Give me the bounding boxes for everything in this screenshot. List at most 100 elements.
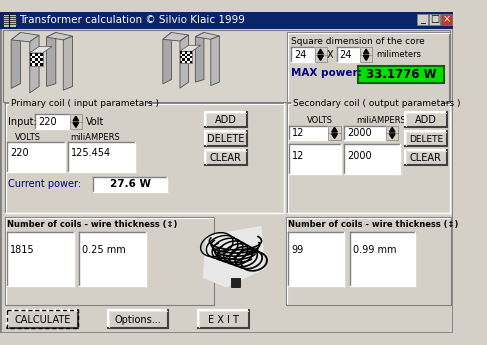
- Bar: [291, 47, 315, 62]
- Text: 24: 24: [339, 50, 352, 60]
- Polygon shape: [11, 32, 20, 88]
- Bar: [32, 61, 35, 63]
- Polygon shape: [47, 32, 56, 87]
- Polygon shape: [180, 35, 188, 88]
- Text: Current power:: Current power:: [8, 179, 81, 189]
- Polygon shape: [332, 127, 337, 132]
- Text: Number of coils - wire thickness (↕): Number of coils - wire thickness (↕): [288, 220, 459, 229]
- Bar: [180, 51, 182, 54]
- Polygon shape: [332, 134, 337, 139]
- Bar: [328, 126, 340, 140]
- Bar: [68, 142, 135, 172]
- Polygon shape: [30, 47, 52, 53]
- Bar: [337, 47, 360, 62]
- Polygon shape: [180, 45, 201, 51]
- Bar: [205, 112, 246, 127]
- Polygon shape: [180, 51, 192, 63]
- Bar: [40, 58, 43, 61]
- Polygon shape: [73, 116, 78, 121]
- Bar: [198, 310, 249, 328]
- Polygon shape: [195, 32, 219, 39]
- Text: E X I T: E X I T: [208, 315, 239, 325]
- Text: 125.454: 125.454: [71, 148, 111, 158]
- Text: 0.99 mm: 0.99 mm: [353, 245, 396, 255]
- Bar: [231, 278, 240, 287]
- Bar: [7, 231, 75, 286]
- Text: CALCULATE: CALCULATE: [15, 315, 71, 325]
- Bar: [187, 54, 189, 56]
- Bar: [350, 231, 415, 286]
- Bar: [32, 56, 35, 58]
- Bar: [185, 56, 187, 59]
- Bar: [70, 114, 82, 129]
- Polygon shape: [47, 32, 73, 40]
- Bar: [289, 144, 340, 174]
- Bar: [344, 144, 400, 174]
- Polygon shape: [73, 123, 78, 127]
- Polygon shape: [318, 56, 323, 60]
- Text: VOLTS: VOLTS: [307, 116, 333, 125]
- Text: CLEAR: CLEAR: [410, 152, 442, 162]
- Bar: [180, 56, 182, 59]
- Bar: [3, 30, 450, 102]
- Text: 12: 12: [292, 128, 304, 138]
- Text: miliAMPERS: miliAMPERS: [356, 116, 406, 125]
- Bar: [286, 32, 450, 102]
- Bar: [189, 51, 192, 54]
- Text: Primary coil ( input parametars ): Primary coil ( input parametars ): [11, 99, 159, 108]
- Polygon shape: [363, 49, 369, 54]
- Bar: [405, 112, 447, 127]
- Bar: [93, 177, 168, 191]
- Bar: [0, 12, 453, 29]
- Polygon shape: [30, 53, 43, 66]
- Bar: [315, 47, 327, 62]
- Bar: [291, 99, 442, 108]
- Bar: [185, 51, 187, 54]
- Text: _: _: [420, 14, 425, 24]
- Text: Square dimension of the core: Square dimension of the core: [291, 37, 425, 46]
- Text: 12: 12: [292, 151, 304, 161]
- Polygon shape: [195, 32, 204, 82]
- Bar: [344, 126, 386, 140]
- Polygon shape: [30, 35, 39, 93]
- Polygon shape: [11, 32, 39, 42]
- Bar: [30, 58, 32, 61]
- Text: 220: 220: [38, 117, 57, 127]
- Bar: [30, 63, 32, 66]
- Polygon shape: [63, 36, 73, 90]
- Text: □: □: [430, 14, 439, 24]
- Bar: [187, 59, 189, 61]
- Polygon shape: [163, 32, 171, 84]
- Bar: [30, 53, 32, 56]
- Text: MAX power:: MAX power:: [291, 68, 362, 78]
- Bar: [40, 53, 43, 56]
- Polygon shape: [203, 226, 265, 287]
- Text: ×: ×: [443, 14, 450, 24]
- Bar: [36, 114, 70, 129]
- Bar: [40, 63, 43, 66]
- Text: 1815: 1815: [10, 245, 35, 255]
- Bar: [417, 14, 428, 25]
- Text: 220: 220: [10, 148, 29, 158]
- Bar: [37, 56, 40, 58]
- Text: X: X: [327, 50, 334, 60]
- Bar: [405, 150, 447, 165]
- Text: 2000: 2000: [347, 151, 372, 161]
- Text: milimeters: milimeters: [376, 50, 421, 59]
- Bar: [386, 126, 398, 140]
- Text: 33.1776 W: 33.1776 W: [366, 68, 436, 81]
- Bar: [289, 126, 328, 140]
- Bar: [79, 231, 146, 286]
- Text: 27.6 W: 27.6 W: [110, 179, 151, 189]
- Bar: [182, 54, 185, 56]
- Bar: [3, 14, 16, 27]
- Bar: [441, 14, 452, 25]
- Bar: [7, 310, 78, 328]
- Polygon shape: [318, 49, 323, 54]
- Text: Options...: Options...: [115, 315, 162, 325]
- Polygon shape: [163, 32, 188, 41]
- Bar: [286, 217, 451, 305]
- Bar: [180, 61, 182, 63]
- Polygon shape: [363, 56, 369, 60]
- Bar: [7, 142, 65, 172]
